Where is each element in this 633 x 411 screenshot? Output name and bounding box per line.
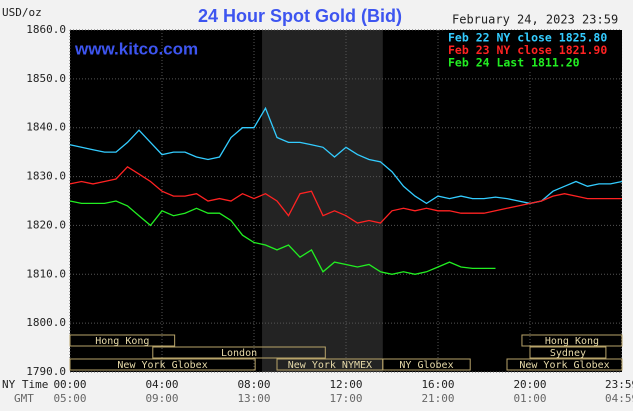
y-tick-label: 1850.0 (26, 72, 66, 85)
series-line (69, 200, 496, 275)
timestamp: February 24, 2023 23:59 (452, 13, 618, 27)
x-tick-label: 04:00 (145, 378, 178, 391)
legend-entry: Feb 24 Last 1811.20 (448, 56, 580, 70)
session-box (152, 346, 326, 359)
legend-entry: Feb 23 NY close 1821.90 (448, 43, 607, 57)
legend-entry: Feb 22 NY close 1825.80 (448, 31, 607, 45)
y-tick-label: 1790.0 (26, 365, 66, 378)
session-label: New York NYMEX (288, 360, 372, 371)
x-tick-label: 23:59 (605, 378, 633, 391)
session-label: Sydney (550, 348, 586, 359)
x-tick-label: 20:00 (513, 378, 546, 391)
x2-axis-label: GMT (14, 392, 34, 405)
session-box (69, 358, 256, 371)
x-tick-label: 12:00 (329, 378, 362, 391)
x2-tick-label: 13:00 (237, 392, 270, 405)
legend-box (444, 30, 622, 70)
x-tick-label: 08:00 (237, 378, 270, 391)
series-line (69, 165, 622, 224)
session-box (529, 346, 607, 359)
x-tick-label: 16:00 (421, 378, 454, 391)
x2-tick-label: 21:00 (421, 392, 454, 405)
y-axis-label: USD/oz (2, 6, 42, 19)
y-tick-label: 1840.0 (26, 121, 66, 134)
session-box (521, 334, 623, 347)
site-url: www.kitco.com (74, 39, 198, 58)
session-label: New York Globex (117, 360, 207, 371)
session-label: Hong Kong (545, 336, 599, 347)
x2-tick-label: 01:00 (513, 392, 546, 405)
x2-tick-label: 04:59 (605, 392, 633, 405)
session-label: London (221, 348, 257, 359)
y-tick-label: 1810.0 (26, 267, 66, 280)
session-label: Hong Kong (95, 336, 149, 347)
session-label: NY Globex (399, 360, 453, 371)
x-tick-label: 00:00 (53, 378, 86, 391)
y-tick-label: 1830.0 (26, 170, 66, 183)
x2-tick-label: 17:00 (329, 392, 362, 405)
x-axis-label: NY Time (2, 378, 48, 391)
session-box (506, 358, 623, 371)
session-box (382, 358, 471, 371)
y-tick-label: 1860.0 (26, 23, 66, 36)
session-box (69, 334, 176, 347)
x2-tick-label: 09:00 (145, 392, 178, 405)
y-tick-label: 1820.0 (26, 218, 66, 231)
x2-tick-label: 05:00 (53, 392, 86, 405)
chart-title: 24 Hour Spot Gold (Bid) (198, 6, 402, 26)
y-tick-label: 1800.0 (26, 316, 66, 329)
session-label: New York Globex (519, 360, 609, 371)
shaded-period (262, 30, 383, 372)
